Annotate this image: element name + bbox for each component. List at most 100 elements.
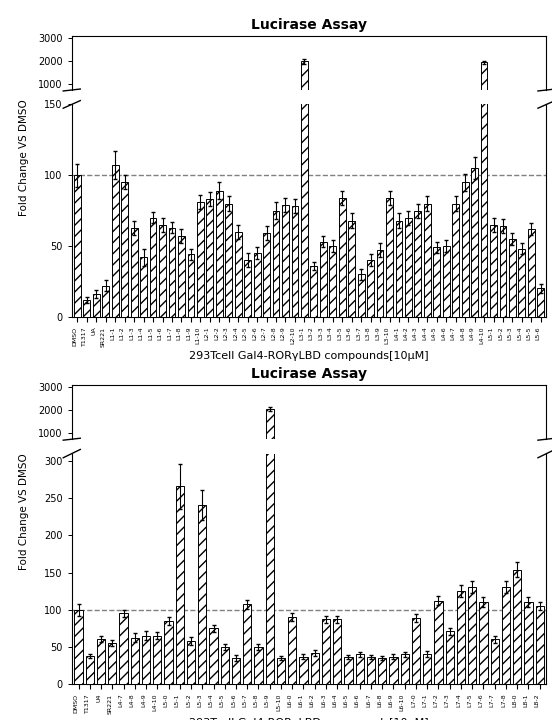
Bar — [142, 455, 150, 456]
Bar — [266, 0, 274, 684]
Bar — [178, 236, 185, 317]
Bar — [518, 106, 526, 107]
Bar — [433, 106, 440, 107]
Bar — [320, 242, 327, 317]
Bar — [178, 106, 185, 107]
Bar — [348, 106, 355, 107]
Bar — [254, 253, 261, 317]
Bar — [131, 106, 137, 107]
Bar — [103, 286, 109, 317]
Bar — [513, 453, 521, 456]
Bar — [424, 204, 431, 317]
Bar — [358, 274, 364, 317]
Bar — [471, 105, 478, 107]
Bar — [74, 175, 81, 317]
Title: Lucirase Assay: Lucirase Assay — [251, 367, 367, 382]
Bar — [452, 105, 459, 107]
Bar — [376, 106, 384, 107]
Bar — [254, 647, 263, 684]
Bar — [121, 105, 128, 107]
Bar — [443, 246, 450, 317]
Bar — [187, 455, 195, 456]
Bar — [112, 105, 119, 107]
Bar — [86, 656, 94, 684]
Bar — [434, 600, 443, 684]
Bar — [524, 602, 533, 684]
Bar — [524, 454, 533, 456]
Bar — [97, 455, 105, 456]
Bar — [299, 657, 307, 684]
Bar — [538, 289, 544, 317]
Bar — [198, 505, 206, 684]
Bar — [480, 602, 487, 684]
Bar — [301, 0, 308, 317]
Bar — [112, 166, 119, 317]
Bar — [232, 658, 240, 684]
X-axis label: 293Tcell Gal4-RORγLBD compounds[10μM]: 293Tcell Gal4-RORγLBD compounds[10μM] — [189, 718, 429, 720]
Bar — [209, 629, 217, 684]
Bar — [282, 205, 289, 317]
Bar — [254, 455, 263, 456]
Bar — [339, 198, 346, 317]
Bar — [273, 210, 279, 317]
Bar — [221, 455, 229, 456]
Bar — [74, 105, 81, 107]
Bar — [390, 657, 397, 684]
Bar — [401, 654, 409, 684]
Bar — [150, 106, 156, 107]
Bar — [121, 182, 128, 317]
Bar — [468, 588, 476, 684]
Bar — [528, 229, 535, 317]
Bar — [119, 454, 128, 456]
Bar — [83, 300, 91, 317]
Bar — [198, 451, 206, 456]
Bar — [462, 182, 469, 317]
Bar — [206, 105, 213, 107]
Bar — [320, 106, 327, 107]
X-axis label: 293Tcell Gal4-RORγLBD compounds[10μM]: 293Tcell Gal4-RORγLBD compounds[10μM] — [189, 351, 429, 361]
Bar — [500, 106, 506, 107]
Bar — [164, 454, 173, 456]
Bar — [502, 454, 510, 456]
Bar — [491, 455, 499, 456]
Bar — [216, 191, 222, 317]
Bar — [518, 249, 526, 317]
Bar — [481, 0, 487, 317]
Bar — [187, 641, 195, 684]
Bar — [355, 654, 364, 684]
Bar — [263, 106, 270, 107]
Bar — [412, 454, 420, 456]
Bar — [462, 105, 469, 107]
Bar — [471, 168, 478, 317]
Bar — [235, 106, 242, 107]
Bar — [457, 591, 465, 684]
Bar — [140, 257, 147, 317]
Bar — [263, 233, 270, 317]
Bar — [378, 658, 386, 684]
Bar — [367, 260, 374, 317]
Bar — [153, 455, 161, 456]
Bar — [288, 454, 296, 456]
Bar — [221, 647, 229, 684]
Bar — [513, 570, 521, 684]
Bar — [209, 455, 217, 456]
Bar — [502, 587, 510, 684]
Bar — [216, 105, 222, 107]
Bar — [528, 106, 535, 107]
Bar — [445, 455, 454, 456]
Bar — [206, 199, 213, 317]
Bar — [176, 450, 184, 456]
Bar — [168, 228, 176, 317]
Bar — [386, 198, 393, 317]
Bar — [243, 605, 251, 684]
Bar — [330, 106, 336, 107]
Bar — [188, 254, 194, 317]
Bar — [348, 220, 355, 317]
Bar — [333, 619, 341, 684]
Bar — [159, 225, 166, 317]
Bar — [344, 657, 353, 684]
Bar — [535, 606, 544, 684]
Bar — [339, 105, 346, 107]
Bar — [481, 63, 487, 107]
Bar — [443, 106, 450, 107]
